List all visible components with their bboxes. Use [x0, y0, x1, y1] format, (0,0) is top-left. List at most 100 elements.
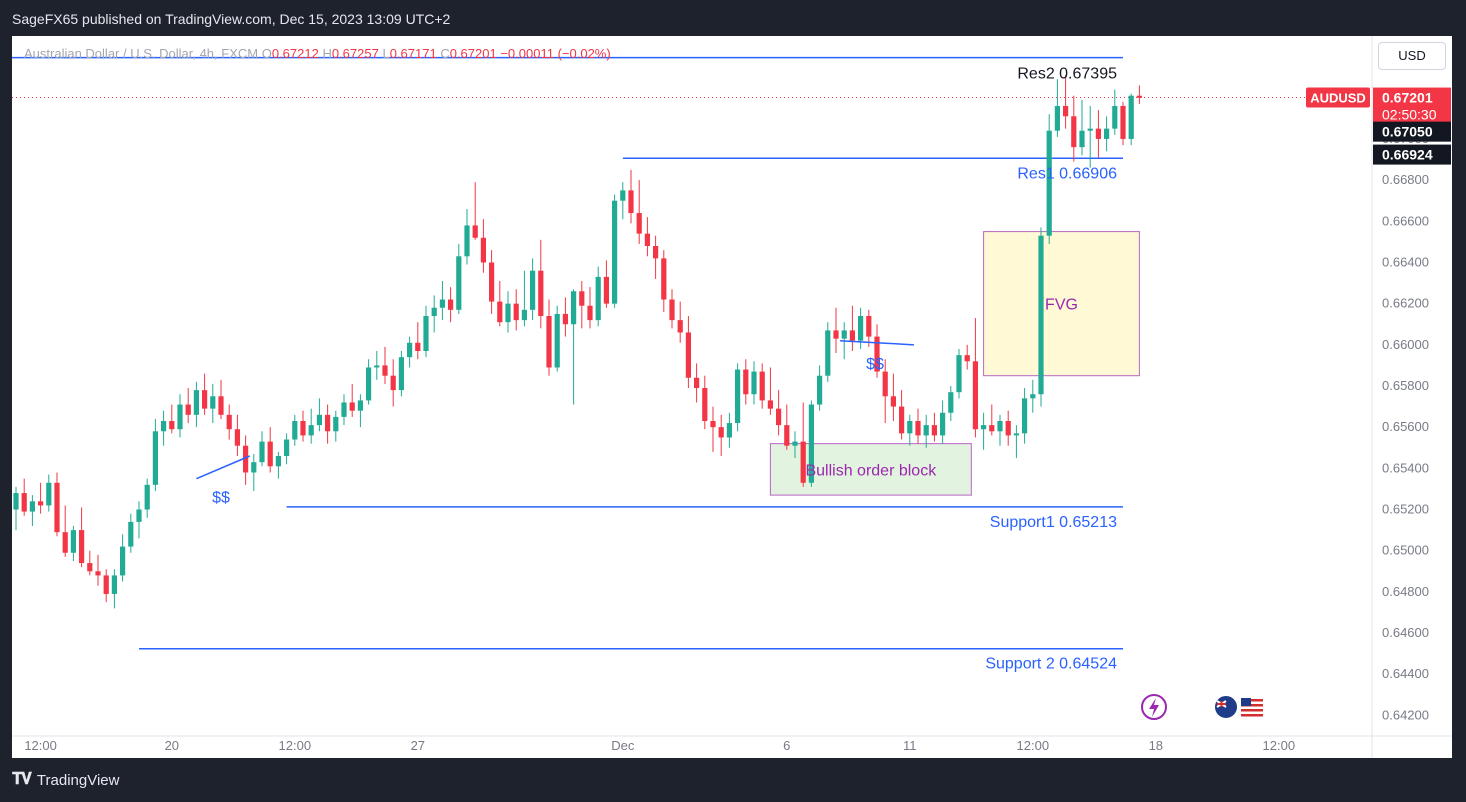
candle-body[interactable] [989, 425, 995, 432]
candle-body[interactable] [357, 400, 363, 411]
candle-body[interactable] [890, 396, 896, 407]
fvg-zone[interactable] [983, 231, 1140, 377]
candle-body[interactable] [866, 316, 872, 337]
candle-body[interactable] [972, 361, 978, 430]
candle-body[interactable] [251, 462, 257, 473]
candle-body[interactable] [587, 305, 593, 321]
candle-body[interactable] [1104, 128, 1110, 139]
candle-body[interactable] [1054, 106, 1060, 131]
candle-body[interactable] [899, 406, 905, 434]
candle-body[interactable] [694, 377, 700, 389]
candle-body[interactable] [169, 421, 175, 430]
candle-body[interactable] [530, 270, 536, 310]
candle-body[interactable] [234, 429, 240, 446]
candle-body[interactable] [464, 225, 470, 257]
candle-body[interactable] [1063, 106, 1069, 117]
candle-body[interactable] [407, 342, 413, 358]
candle-body[interactable] [661, 258, 667, 300]
candle-body[interactable] [111, 575, 117, 594]
candle-body[interactable] [333, 416, 339, 432]
candle-body[interactable] [1046, 130, 1052, 236]
candle-body[interactable] [743, 369, 749, 395]
candle-body[interactable] [562, 313, 568, 325]
candle-body[interactable] [1013, 433, 1019, 436]
candle-body[interactable] [472, 225, 478, 238]
candle-body[interactable] [308, 425, 314, 436]
liquidity-line-1[interactable] [840, 339, 914, 346]
candle-body[interactable] [808, 404, 814, 483]
candle-body[interactable] [70, 530, 76, 553]
candle-body[interactable] [1022, 398, 1028, 434]
candle-body[interactable] [374, 365, 380, 368]
candle-body[interactable] [521, 309, 527, 321]
candle-body[interactable] [948, 392, 954, 413]
candle-body[interactable] [489, 262, 495, 302]
candle-body[interactable] [456, 256, 462, 310]
candle-body[interactable] [120, 546, 126, 576]
candle-body[interactable] [776, 408, 782, 426]
candle-body[interactable] [931, 425, 937, 436]
candle-body[interactable] [1005, 421, 1011, 436]
candle-body[interactable] [505, 303, 511, 323]
candle-body[interactable] [95, 571, 101, 576]
candle-body[interactable] [144, 484, 150, 510]
candle-body[interactable] [669, 299, 675, 321]
candle-body[interactable] [316, 414, 322, 426]
candle-body[interactable] [882, 371, 888, 397]
candle-body[interactable] [243, 445, 249, 473]
candle-body[interactable] [923, 425, 929, 436]
candle-body[interactable] [603, 276, 609, 304]
candle-body[interactable] [833, 330, 839, 339]
candle-body[interactable] [792, 441, 798, 446]
candle-body[interactable] [874, 336, 880, 372]
candle-body[interactable] [538, 270, 544, 316]
candle-body[interactable] [817, 375, 823, 405]
currency-button[interactable]: USD [1378, 42, 1446, 70]
candle-body[interactable] [997, 421, 1003, 432]
candle-body[interactable] [497, 301, 503, 323]
candle-body[interactable] [849, 330, 855, 341]
candle-body[interactable] [423, 316, 429, 351]
candle-body[interactable] [13, 493, 19, 510]
candle-body[interactable] [136, 509, 142, 522]
lightning-icon[interactable] [1141, 694, 1167, 720]
candle-body[interactable] [1030, 394, 1036, 399]
candle-body[interactable] [415, 342, 421, 351]
candle-body[interactable] [21, 493, 27, 512]
candle-body[interactable] [546, 316, 552, 368]
candle-body[interactable] [1038, 235, 1044, 395]
candle-body[interactable] [152, 431, 158, 485]
candle-body[interactable] [292, 421, 298, 440]
candle-body[interactable] [439, 299, 445, 308]
candle-body[interactable] [1087, 128, 1093, 131]
candle-body[interactable] [267, 441, 273, 467]
candle-body[interactable] [554, 313, 560, 368]
candle-body[interactable] [226, 414, 232, 430]
chart-panel[interactable]: FVG Bullish order block Res2 0.67395 Res1 0… [12, 36, 1452, 758]
candle-body[interactable] [841, 330, 847, 339]
candle-body[interactable] [1095, 128, 1101, 139]
candle-body[interactable] [161, 421, 167, 432]
candle-body[interactable] [612, 200, 618, 304]
candle-body[interactable] [595, 276, 601, 321]
candle-body[interactable] [800, 441, 806, 483]
candle-body[interactable] [636, 213, 642, 234]
candle-body[interactable] [907, 421, 913, 434]
candle-body[interactable] [956, 355, 962, 393]
candle-body[interactable] [644, 233, 650, 246]
candle-body[interactable] [751, 371, 757, 395]
candle-body[interactable] [398, 357, 404, 391]
candle-body[interactable] [177, 404, 183, 430]
candle-body[interactable] [677, 320, 683, 333]
candle-body[interactable] [325, 414, 331, 432]
liquidity-line-0[interactable] [196, 455, 250, 480]
candle-body[interactable] [767, 400, 773, 409]
candle-body[interactable] [825, 330, 831, 376]
chart-canvas[interactable]: FVG Bullish order block Res2 0.67395 Res1 0… [12, 36, 1452, 758]
candle-body[interactable] [964, 355, 970, 362]
candle-body[interactable] [571, 291, 577, 325]
candle-body[interactable] [513, 303, 519, 321]
candle-body[interactable] [300, 421, 306, 436]
candle-body[interactable] [341, 402, 347, 417]
candle-body[interactable] [653, 246, 659, 259]
